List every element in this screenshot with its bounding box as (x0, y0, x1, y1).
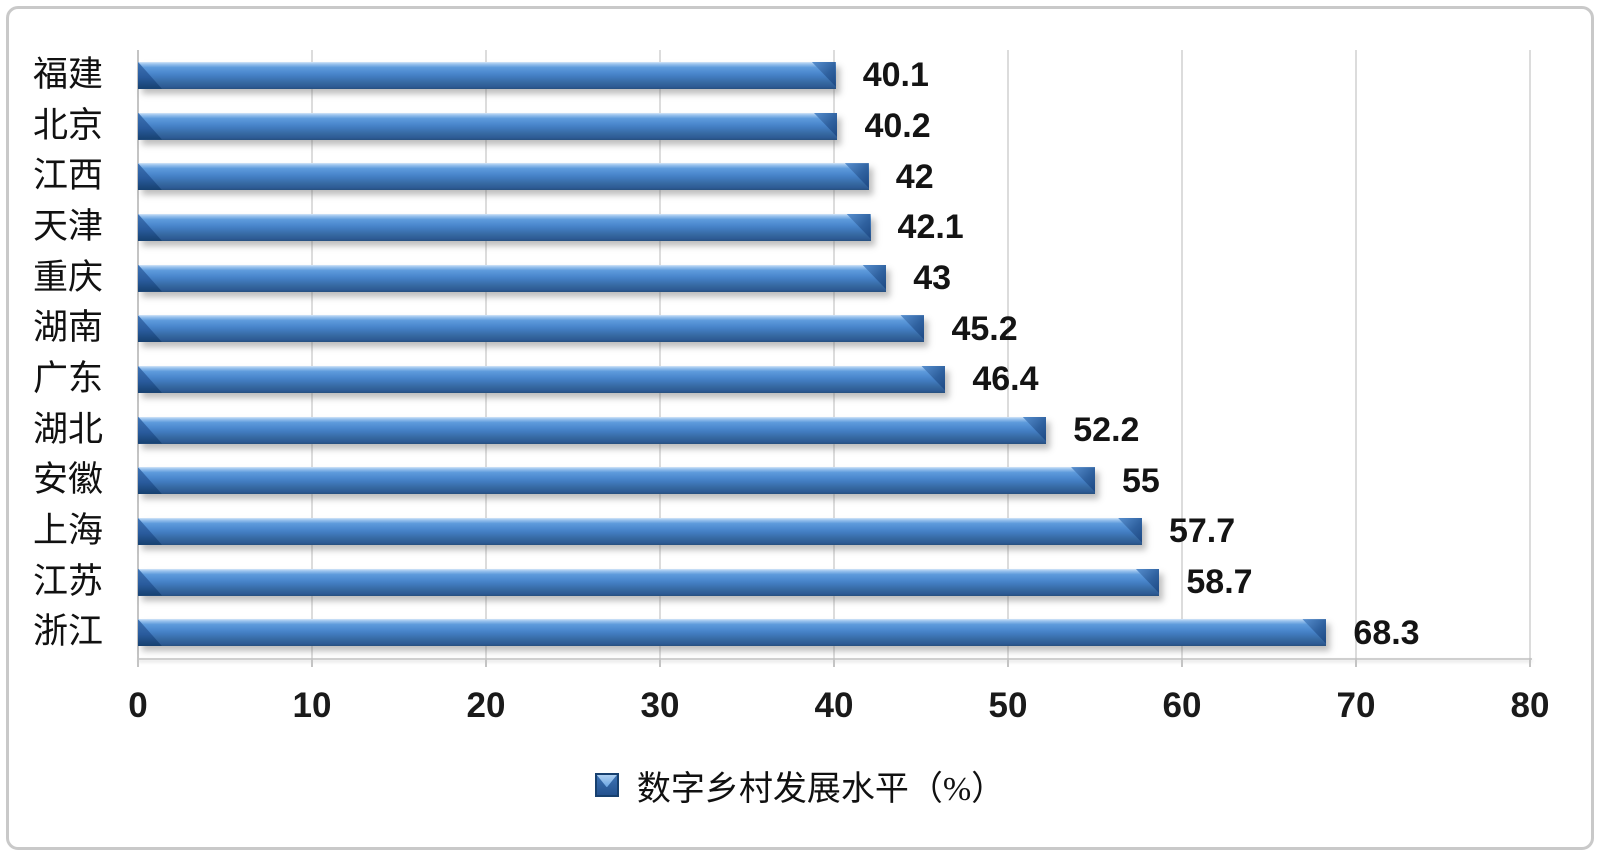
category-label: 江西 (32, 156, 103, 196)
x-tick-label: 0 (128, 686, 148, 725)
x-axis-line (138, 658, 1532, 660)
bar-bevel-left (138, 213, 162, 241)
bar (138, 213, 871, 241)
bar-bevel-left (138, 264, 162, 292)
x-tick-label: 20 (466, 686, 506, 725)
bar-bevel-left (138, 315, 162, 343)
bar (138, 467, 1095, 495)
bar-bevel-left (138, 416, 162, 444)
bar-bevel-left (138, 365, 162, 393)
category-label: 福建 (32, 55, 103, 94)
gridline (1181, 50, 1183, 658)
bar-bevel-left (138, 467, 162, 495)
bar-value-label: 45.2 (951, 309, 1018, 348)
bar-bevel-right (844, 163, 869, 188)
bar-bevel-right (846, 213, 871, 239)
bar-bevel-right (1302, 619, 1327, 644)
category-label: 湖北 (32, 409, 103, 449)
bar-bevel-right (921, 365, 946, 391)
bar-bevel-left (138, 112, 162, 140)
legend-marker-icon (594, 773, 619, 797)
y-axis-category-labels: 福建北京江西天津重庆湖南广东湖北安徽上海江苏浙江 (24, 50, 112, 658)
bar-bevel-left (138, 517, 162, 545)
bar (138, 568, 1160, 596)
bar-value-label: 58.7 (1186, 563, 1253, 601)
x-tick-label: 40 (814, 686, 854, 725)
bar-bevel-right (1118, 517, 1142, 543)
bar (138, 112, 838, 140)
bar-value-label: 42.1 (897, 208, 964, 247)
bar-value-label: 57.7 (1168, 512, 1236, 551)
bar-bevel-right (1135, 568, 1160, 594)
bar (138, 163, 869, 191)
bar-value-label: 40.1 (862, 56, 929, 95)
x-tick-mark (833, 658, 835, 667)
y-axis-line (137, 50, 139, 658)
bar (138, 315, 925, 343)
x-tick-mark (1355, 658, 1357, 667)
x-tick-label: 80 (1510, 686, 1550, 725)
bar-bevel-left (138, 568, 162, 596)
gridline (833, 50, 835, 658)
x-tick-mark (137, 658, 139, 667)
legend-label: 数字乡村发展水平（%） (636, 770, 1006, 808)
category-label: 重庆 (32, 257, 103, 297)
x-tick-label: 30 (640, 686, 680, 725)
bar (138, 416, 1047, 444)
plot-area: 40.1 40.2 42 42.1 43 45.2 46.4 52.2 55 57.7 58.7 68… (137, 50, 1531, 658)
bar-bevel-left (138, 163, 162, 191)
x-tick-label: 10 (292, 686, 332, 725)
bar (138, 365, 946, 393)
bar-value-label: 40.2 (864, 107, 931, 145)
bar (138, 61, 836, 89)
x-tick-mark (311, 658, 313, 667)
bar-bevel-left (138, 61, 162, 89)
bar-value-label: 52.2 (1073, 411, 1140, 449)
x-tick-mark (659, 658, 661, 667)
gridline (1007, 50, 1009, 658)
bar-bevel-right (862, 264, 887, 290)
x-tick-label: 70 (1336, 686, 1376, 725)
x-tick-label: 60 (1162, 686, 1202, 725)
x-tick-label: 50 (988, 686, 1028, 725)
x-tick-mark (1007, 658, 1009, 667)
bar-bevel-right (1071, 467, 1095, 492)
bar-bevel-right (813, 112, 838, 138)
category-label: 江苏 (32, 561, 103, 601)
bar (138, 517, 1142, 545)
category-label: 湖南 (32, 308, 103, 348)
bar-value-label: 55 (1122, 461, 1160, 500)
bar (138, 619, 1327, 647)
category-label: 上海 (32, 511, 103, 550)
legend: 数字乡村发展水平（%） (0, 760, 1600, 810)
gridline (659, 50, 661, 658)
category-label: 浙江 (32, 612, 103, 652)
bar-value-label: 43 (913, 259, 952, 297)
category-label: 广东 (32, 359, 103, 398)
legend-marker-facet (596, 775, 617, 788)
bar-bevel-left (138, 619, 162, 647)
category-label: 天津 (32, 207, 103, 246)
x-tick-mark (1529, 658, 1531, 667)
bar-value-label: 42 (895, 157, 934, 196)
gridline (485, 50, 487, 658)
category-label: 北京 (32, 105, 103, 145)
gridline (311, 50, 313, 658)
bar-bevel-right (900, 315, 925, 340)
x-tick-mark (1181, 658, 1183, 667)
bar-bevel-right (811, 61, 836, 87)
gridline (1529, 50, 1531, 658)
bar (138, 264, 887, 292)
x-tick-mark (485, 658, 487, 667)
category-label: 安徽 (32, 460, 103, 500)
bar-value-label: 68.3 (1353, 613, 1420, 652)
gridline (1355, 50, 1357, 658)
bar-bevel-right (1022, 416, 1047, 442)
bar-value-label: 46.4 (972, 360, 1039, 399)
